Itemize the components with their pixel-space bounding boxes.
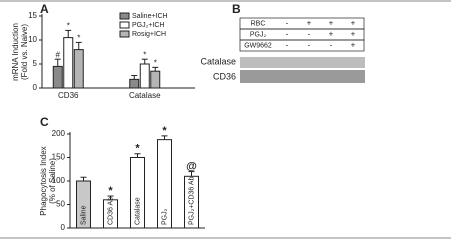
x-tick-label: PGJ₂	[161, 208, 168, 225]
table-cell: -	[286, 19, 289, 28]
y-axis-label: mRNA Induction	[11, 23, 20, 81]
y-axis-label: (% of Saline)	[48, 158, 57, 204]
cd36-band	[240, 70, 365, 83]
table-cell: -	[308, 41, 311, 50]
x-tick-label: CD36	[58, 91, 79, 100]
legend-swatch	[119, 12, 130, 20]
panel-label: B	[232, 2, 241, 16]
table-cell: -	[308, 30, 311, 39]
band-label: CD36	[213, 71, 236, 81]
row-label: RBC	[251, 20, 266, 27]
bar	[73, 49, 84, 89]
bar	[129, 78, 140, 89]
legend-swatch	[119, 30, 130, 38]
bar	[150, 70, 161, 89]
legend-label: Rosig+ICH	[132, 31, 166, 38]
y-tick-label: 200	[52, 129, 66, 138]
table-cell: +	[329, 30, 334, 39]
significance-marker: *	[77, 34, 80, 43]
y-axis-label: Phagocytosis Index	[39, 146, 48, 215]
x-tick-label: Catalase	[129, 91, 161, 100]
legend-label: Saline+ICH	[132, 13, 168, 20]
legend-swatch	[119, 21, 130, 29]
catalase-band	[240, 57, 365, 68]
significance-marker: *	[135, 143, 140, 155]
y-tick-label: 0	[61, 223, 66, 232]
bar	[63, 37, 74, 89]
table-cell: +	[351, 19, 356, 28]
band-label: Catalase	[200, 56, 236, 66]
significance-marker: *	[67, 22, 70, 31]
significance-marker: *	[162, 125, 167, 137]
table-cell: +	[329, 19, 334, 28]
x-tick-label: PGJ₂+CD36 Ab	[188, 176, 195, 225]
row-label: GW9662	[244, 42, 272, 49]
y-tick-label: 50	[56, 200, 65, 209]
y-tick-label: 100	[52, 176, 66, 185]
y-tick-label: 10	[28, 35, 37, 44]
x-tick-label: CD36 Ab	[107, 197, 114, 225]
y-tick-label: 0	[33, 83, 38, 92]
table-row	[239, 39, 365, 52]
figure: A B C 0 5 10 15 mRNA Induction (Fold vs. Naiv…	[0, 0, 451, 239]
y-tick-label: 15	[28, 11, 37, 20]
table-cell: +	[351, 41, 356, 50]
table-cell: -	[286, 41, 289, 50]
y-tick-label: 5	[33, 59, 38, 68]
y-axis-label: (Fold vs. Naive)	[20, 24, 29, 80]
table-cell: -	[286, 30, 289, 39]
bar	[139, 63, 150, 89]
x-tick-label: Catalase	[134, 197, 141, 225]
table-cell: +	[351, 30, 356, 39]
table-cell: -	[330, 41, 333, 50]
y-tick-label: 150	[52, 153, 66, 162]
table-cell: +	[307, 19, 312, 28]
panel-label: A	[40, 2, 49, 16]
legend-label: PGJ₂+ICH	[132, 22, 164, 29]
significance-marker: *	[154, 58, 157, 67]
bar	[52, 65, 63, 89]
significance-marker: @	[186, 161, 197, 173]
significance-marker: *	[108, 185, 113, 197]
row-label: PGJ₂	[250, 31, 267, 38]
significance-marker: *	[143, 50, 146, 59]
x-tick-label: Saline	[80, 205, 87, 225]
significance-marker: #	[56, 50, 61, 59]
panel-label: C	[40, 115, 49, 129]
